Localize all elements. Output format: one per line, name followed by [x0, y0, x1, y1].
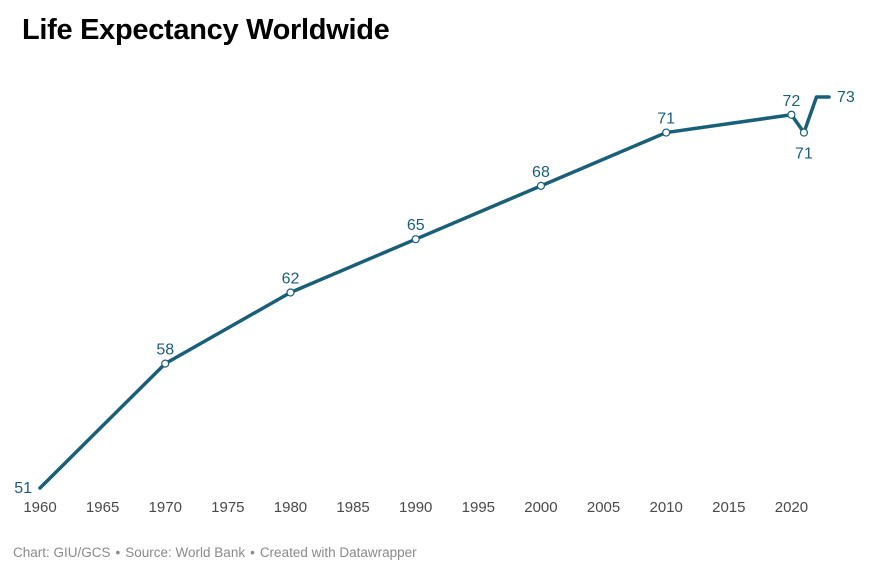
x-tick-label: 2005	[587, 499, 620, 516]
data-label: 62	[282, 271, 300, 288]
data-label: 58	[156, 342, 174, 359]
x-tick-label: 1995	[462, 499, 495, 516]
footer-separator: •	[115, 545, 121, 560]
series-lines	[38, 95, 831, 490]
data-label: 68	[532, 164, 550, 181]
data-point-marker	[536, 181, 546, 190]
data-labels: 51 58 62 65 68 71 72 71 73	[14, 89, 855, 497]
x-tick-label: 2010	[650, 499, 683, 516]
series-line	[38, 95, 831, 490]
x-tick-label: 1980	[274, 499, 307, 516]
created-with: Created with Datawrapper	[259, 545, 417, 560]
x-tick-label: 2000	[524, 499, 557, 516]
data-point-marker	[286, 288, 295, 297]
data-label: 71	[657, 111, 675, 128]
data-label: 65	[407, 217, 425, 234]
x-tick-label: 1965	[86, 499, 119, 516]
x-axis-tick-labels: 1960 1965 1970 1975 1980 1985 1990 1995 2000 2005…	[23, 499, 808, 516]
data-point-marker	[411, 235, 420, 244]
data-point-marker	[799, 128, 809, 137]
x-tick-label: 1985	[336, 499, 369, 516]
x-tick-label: 1970	[149, 499, 182, 516]
chart-credit: Chart: GIU/GCS	[13, 545, 111, 560]
data-point-marker	[787, 110, 796, 119]
x-tick-label: 2015	[712, 499, 745, 516]
chart-title: Life Expectancy Worldwide	[22, 14, 390, 46]
x-tick-label: 2020	[775, 499, 808, 516]
data-label: 72	[783, 93, 801, 110]
x-tick-label: 1990	[399, 499, 432, 516]
data-label: 51	[14, 480, 32, 497]
chart-footer: Chart: GIU/GCS • Source: World Bank • Create…	[13, 545, 417, 560]
x-tick-label: 1975	[211, 499, 244, 516]
x-tick-label: 1960	[23, 499, 56, 516]
data-label: 71	[795, 146, 813, 163]
data-label: 73	[837, 89, 855, 106]
data-point-marker	[662, 128, 671, 137]
footer-separator: •	[250, 545, 255, 560]
data-point-marker	[161, 359, 170, 368]
point-markers	[161, 110, 809, 368]
chart-source: Source: World Bank	[125, 545, 246, 560]
